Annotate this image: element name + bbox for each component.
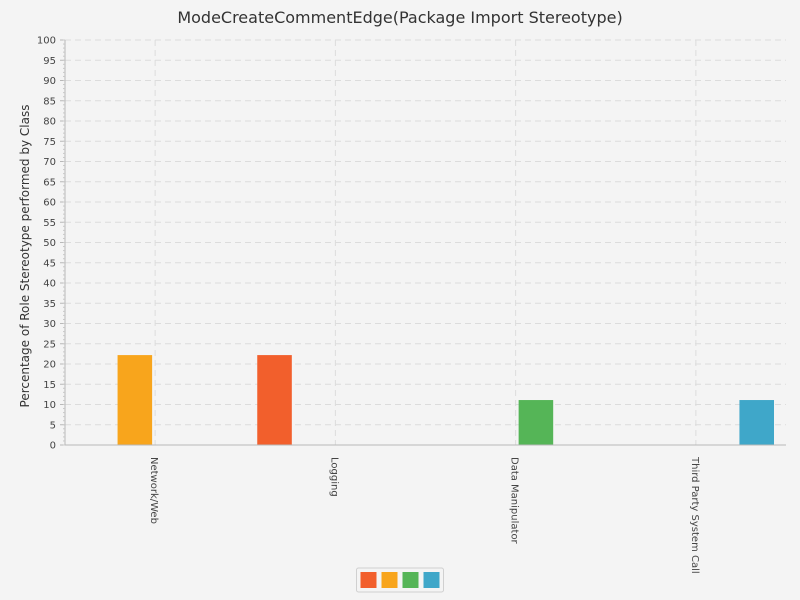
- chart-title: ModeCreateCommentEdge(Package Import Ste…: [177, 8, 622, 27]
- y-tick-label: 30: [43, 319, 56, 330]
- y-tick-label: 0: [50, 441, 56, 452]
- grid-lines: [65, 39, 786, 445]
- legend-box: [356, 567, 444, 593]
- x-category-label: Data Manipulator: [509, 457, 520, 545]
- legend: [356, 567, 444, 593]
- y-tick-label: 65: [43, 177, 56, 188]
- bar: [257, 355, 292, 445]
- y-tick-label: 40: [43, 279, 56, 290]
- y-axis-title: Percentage of Role Stereotype performed …: [18, 105, 32, 408]
- legend-swatch: [423, 572, 440, 588]
- y-tick-label: 45: [43, 258, 56, 269]
- x-category-label: Third Party System Call: [689, 456, 700, 574]
- y-tick-label: 85: [43, 96, 56, 107]
- bar: [739, 400, 774, 445]
- y-tick-label: 90: [43, 76, 56, 87]
- y-tick-label: 25: [43, 339, 56, 350]
- y-tick-label: 100: [37, 36, 56, 47]
- legend-swatch: [360, 572, 377, 588]
- y-tick-label: 75: [43, 137, 56, 148]
- y-tick-label: 95: [43, 56, 56, 67]
- y-tick-label: 70: [43, 157, 56, 168]
- x-category-label: Logging: [328, 457, 339, 497]
- y-tick-label: 60: [43, 198, 56, 209]
- x-category-label: Network/Web: [148, 457, 159, 524]
- y-tick-label: 20: [43, 360, 56, 371]
- y-tick-label: 55: [43, 218, 56, 229]
- legend-swatch: [402, 572, 419, 588]
- y-tick-label: 15: [43, 380, 56, 391]
- y-tick-label: 10: [43, 400, 56, 411]
- bar: [117, 355, 153, 445]
- y-tick-label: 50: [43, 238, 56, 249]
- y-tick-label: 5: [50, 420, 56, 431]
- y-tick-label: 80: [43, 117, 56, 128]
- legend-swatch: [381, 572, 398, 588]
- bar: [518, 400, 554, 445]
- y-axis-ticks: 0 5 10 15 20 25 30 35 40 45 50 55 60 65 70 75 80 85 90 95 10…: [37, 36, 65, 452]
- x-axis-labels: Network/Web Logging Data Manipulator Third …: [148, 456, 700, 574]
- y-tick-label: 35: [43, 299, 56, 310]
- bars: [117, 355, 774, 445]
